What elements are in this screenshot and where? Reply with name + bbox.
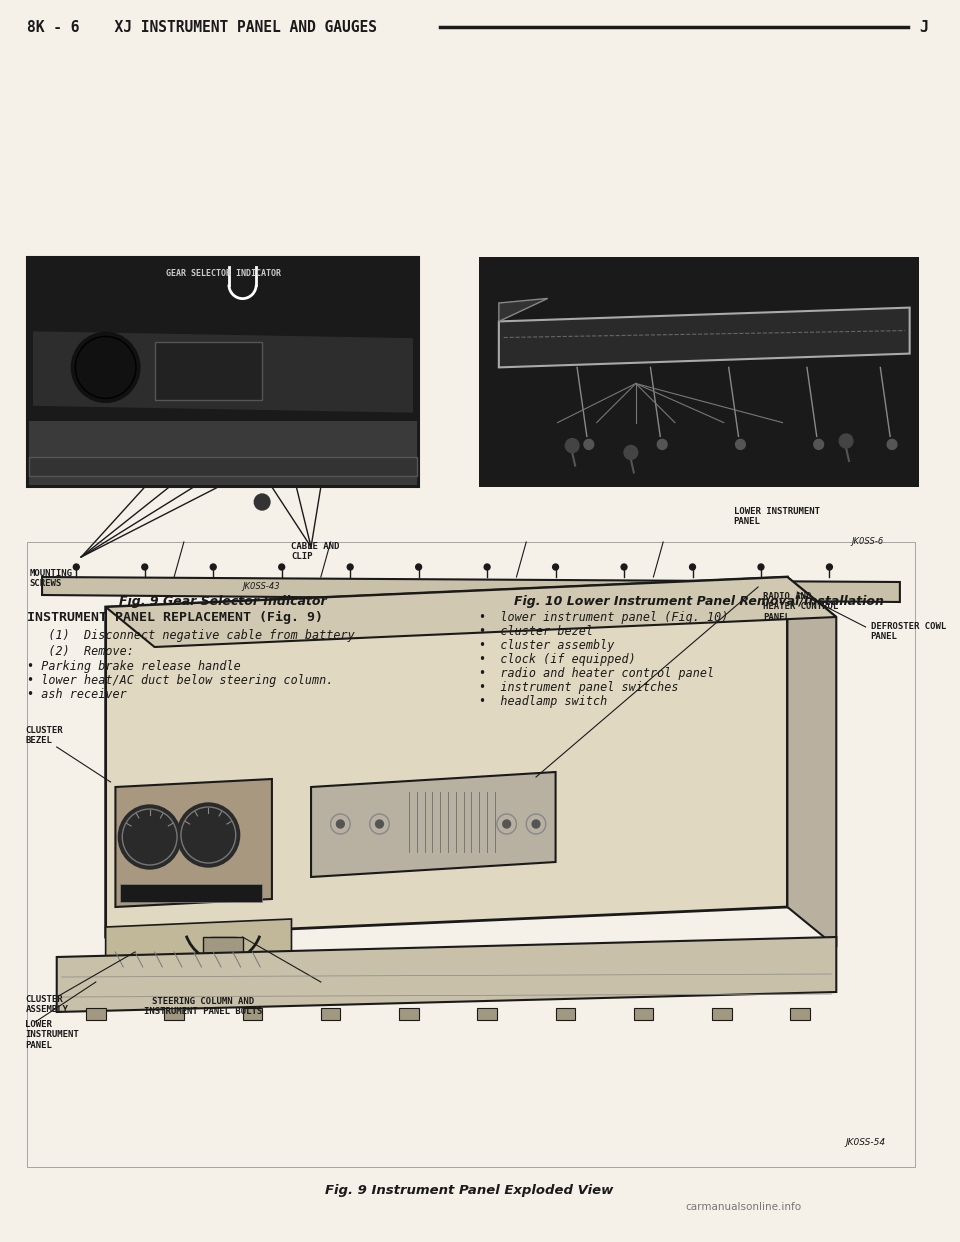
Polygon shape [499, 308, 910, 368]
FancyBboxPatch shape [399, 1009, 419, 1020]
Text: • Parking brake release handle: • Parking brake release handle [28, 660, 241, 673]
Text: 8K - 6    XJ INSTRUMENT PANEL AND GAUGES: 8K - 6 XJ INSTRUMENT PANEL AND GAUGES [28, 20, 377, 35]
Text: RADIO AND
HEATER CONTROL
PANEL: RADIO AND HEATER CONTROL PANEL [763, 592, 838, 622]
Polygon shape [33, 330, 414, 414]
Circle shape [210, 564, 216, 570]
Polygon shape [311, 773, 556, 877]
FancyBboxPatch shape [155, 342, 262, 400]
FancyBboxPatch shape [479, 257, 920, 487]
Circle shape [278, 564, 284, 570]
FancyBboxPatch shape [86, 1009, 106, 1020]
Text: (1)  Disconnect negative cable from battery.: (1) Disconnect negative cable from batte… [28, 628, 362, 642]
Text: • ash receiver: • ash receiver [28, 688, 127, 700]
FancyBboxPatch shape [211, 936, 236, 958]
Circle shape [71, 333, 140, 402]
Circle shape [758, 564, 764, 570]
Circle shape [827, 564, 832, 570]
Circle shape [532, 820, 540, 828]
Polygon shape [106, 578, 836, 647]
Text: •  lower instrument panel (Fig. 10): • lower instrument panel (Fig. 10) [479, 611, 729, 623]
Text: carmanualsonline.info: carmanualsonline.info [685, 1202, 802, 1212]
Text: Fig. 9 Gear Selector Indicator: Fig. 9 Gear Selector Indicator [119, 595, 326, 609]
Text: MOUNTING
SCREWS: MOUNTING SCREWS [30, 569, 72, 589]
Polygon shape [57, 936, 836, 1012]
Polygon shape [115, 779, 272, 907]
Text: STEERING COLUMN AND
INSTRUMENT PANEL BOLTS: STEERING COLUMN AND INSTRUMENT PANEL BOL… [144, 997, 263, 1016]
Circle shape [621, 564, 627, 570]
Text: JK0SS-43: JK0SS-43 [243, 582, 280, 591]
Text: DEFROSTER COWL
PANEL: DEFROSTER COWL PANEL [871, 622, 946, 641]
Text: •  radio and heater control panel: • radio and heater control panel [479, 667, 714, 681]
FancyBboxPatch shape [477, 1009, 497, 1020]
Circle shape [689, 564, 695, 570]
Circle shape [484, 564, 490, 570]
Circle shape [624, 446, 637, 460]
FancyBboxPatch shape [204, 936, 243, 968]
Circle shape [735, 440, 745, 450]
FancyBboxPatch shape [790, 1009, 810, 1020]
FancyBboxPatch shape [634, 1009, 654, 1020]
Polygon shape [499, 298, 548, 322]
Text: CABLE AND
CLIP: CABLE AND CLIP [292, 542, 340, 561]
FancyBboxPatch shape [243, 1009, 262, 1020]
Polygon shape [787, 578, 836, 946]
Text: Fig. 10 Lower Instrument Panel Removal/Installation: Fig. 10 Lower Instrument Panel Removal/I… [515, 595, 884, 609]
FancyBboxPatch shape [28, 257, 419, 487]
Text: •  cluster bezel: • cluster bezel [479, 625, 593, 638]
FancyBboxPatch shape [28, 542, 915, 1167]
FancyBboxPatch shape [712, 1009, 732, 1020]
Circle shape [565, 438, 579, 452]
Polygon shape [42, 578, 900, 602]
Circle shape [73, 564, 80, 570]
Circle shape [348, 564, 353, 570]
Text: JK0SS-6: JK0SS-6 [851, 537, 883, 546]
Text: (2)  Remove:: (2) Remove: [28, 645, 134, 658]
Polygon shape [106, 919, 292, 985]
Circle shape [584, 440, 593, 450]
Circle shape [887, 440, 897, 450]
Circle shape [814, 440, 824, 450]
FancyBboxPatch shape [30, 457, 417, 476]
FancyBboxPatch shape [30, 421, 417, 484]
Text: •  headlamp switch: • headlamp switch [479, 696, 608, 708]
Text: •  clock (if equipped): • clock (if equipped) [479, 653, 636, 666]
FancyBboxPatch shape [321, 1009, 341, 1020]
Circle shape [177, 804, 240, 867]
Circle shape [375, 820, 383, 828]
Text: CLUSTER
ASSEMBLY: CLUSTER ASSEMBLY [25, 995, 68, 1015]
Text: LOWER
INSTRUMENT
PANEL: LOWER INSTRUMENT PANEL [25, 1020, 79, 1049]
Text: GEAR SELECTOR INDICATOR: GEAR SELECTOR INDICATOR [165, 270, 280, 278]
FancyBboxPatch shape [120, 884, 262, 902]
Text: INSTRUMENT PANEL REPLACEMENT (Fig. 9): INSTRUMENT PANEL REPLACEMENT (Fig. 9) [28, 611, 324, 623]
Text: J: J [920, 20, 928, 35]
FancyBboxPatch shape [164, 1009, 184, 1020]
Text: • lower heat/AC duct below steering column.: • lower heat/AC duct below steering colu… [28, 674, 334, 687]
Text: JK0SS-54: JK0SS-54 [845, 1138, 885, 1148]
Polygon shape [106, 578, 787, 936]
Circle shape [336, 820, 345, 828]
Text: •  instrument panel switches: • instrument panel switches [479, 681, 679, 694]
Text: LOWER INSTRUMENT
PANEL: LOWER INSTRUMENT PANEL [733, 507, 820, 527]
Text: CLUSTER
BEZEL: CLUSTER BEZEL [25, 725, 63, 745]
Text: •  cluster assembly: • cluster assembly [479, 638, 614, 652]
Circle shape [658, 440, 667, 450]
Circle shape [553, 564, 559, 570]
Circle shape [503, 820, 511, 828]
Text: Fig. 9 Instrument Panel Exploded View: Fig. 9 Instrument Panel Exploded View [325, 1184, 613, 1197]
Circle shape [416, 564, 421, 570]
FancyBboxPatch shape [556, 1009, 575, 1020]
Circle shape [118, 805, 180, 869]
Circle shape [839, 433, 852, 448]
Circle shape [254, 494, 270, 510]
Circle shape [142, 564, 148, 570]
